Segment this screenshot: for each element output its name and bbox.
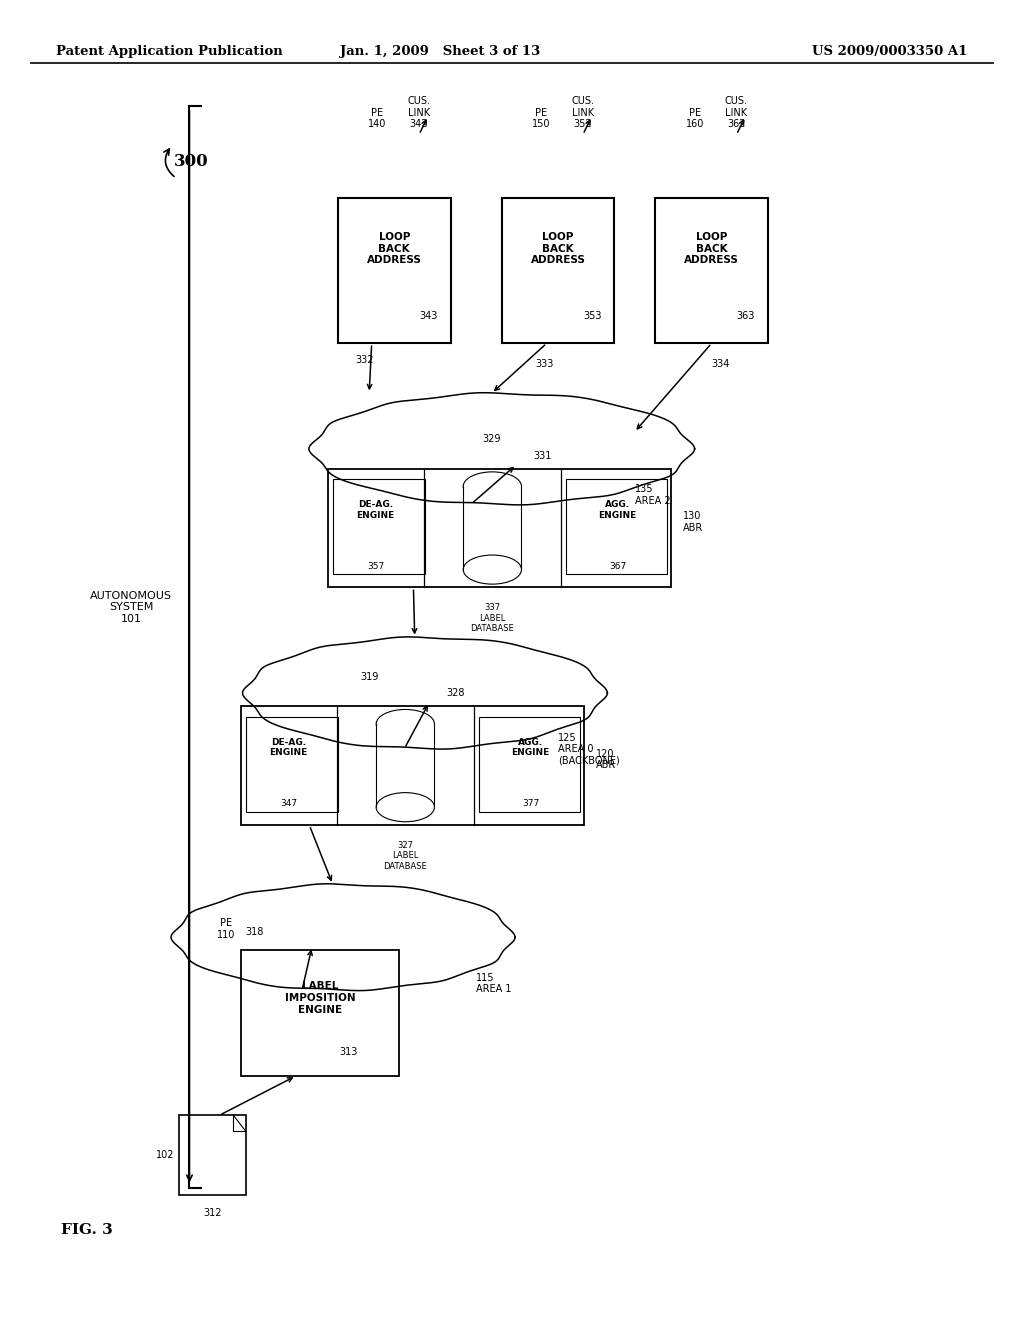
Text: 334: 334	[712, 359, 730, 370]
Text: Jan. 1, 2009   Sheet 3 of 13: Jan. 1, 2009 Sheet 3 of 13	[340, 45, 541, 58]
Bar	[328, 469, 671, 587]
Bar	[333, 479, 425, 574]
Text: 312: 312	[203, 1208, 222, 1218]
Bar	[655, 198, 768, 343]
Text: DE-AG.
ENGINE: DE-AG. ENGINE	[269, 738, 308, 758]
Text: FIG. 3: FIG. 3	[61, 1222, 114, 1237]
Text: 327
LABEL
DATABASE: 327 LABEL DATABASE	[383, 841, 427, 871]
Text: 120
ABR: 120 ABR	[596, 748, 616, 771]
Text: Patent Application Publication: Patent Application Publication	[56, 45, 283, 58]
Text: 313: 313	[339, 1047, 357, 1057]
Text: CUS.
LINK
362: CUS. LINK 362	[725, 96, 748, 129]
Text: AGG.
ENGINE: AGG. ENGINE	[598, 500, 637, 520]
Text: PE
140: PE 140	[369, 108, 386, 129]
Text: AGG.
ENGINE: AGG. ENGINE	[511, 738, 550, 758]
Bar	[463, 486, 521, 569]
Text: 332: 332	[355, 355, 374, 366]
Text: 377: 377	[522, 799, 539, 808]
Text: 319: 319	[360, 672, 379, 682]
Text: 115
AREA 1: 115 AREA 1	[476, 973, 512, 994]
Bar	[376, 725, 434, 808]
Ellipse shape	[463, 554, 521, 585]
Bar	[241, 706, 584, 825]
Text: 328: 328	[446, 688, 465, 698]
Text: CUS.
LINK
342: CUS. LINK 342	[408, 96, 430, 129]
Text: 329: 329	[482, 434, 501, 445]
Bar	[479, 717, 581, 812]
Text: 367: 367	[609, 561, 626, 570]
Text: 363: 363	[736, 312, 755, 322]
Text: AUTONOMOUS
SYSTEM
101: AUTONOMOUS SYSTEM 101	[90, 590, 172, 624]
Text: 125
AREA 0
(BACKBONE): 125 AREA 0 (BACKBONE)	[558, 733, 620, 766]
Bar	[241, 950, 399, 1076]
Ellipse shape	[376, 709, 434, 739]
Ellipse shape	[376, 792, 434, 822]
Text: 102: 102	[156, 1150, 174, 1160]
Text: LABEL
IMPOSITION
ENGINE: LABEL IMPOSITION ENGINE	[285, 982, 355, 1015]
Text: 357: 357	[367, 561, 384, 570]
Text: 300: 300	[174, 153, 209, 169]
Bar	[338, 198, 451, 343]
Text: LOOP
BACK
ADDRESS: LOOP BACK ADDRESS	[530, 232, 586, 265]
Text: 347: 347	[281, 799, 297, 808]
Text: PE
150: PE 150	[531, 108, 551, 129]
Bar	[179, 1115, 246, 1195]
Text: 353: 353	[583, 312, 601, 322]
Ellipse shape	[463, 471, 521, 502]
Bar	[566, 479, 668, 574]
Text: DE-AG.
ENGINE: DE-AG. ENGINE	[356, 500, 395, 520]
Text: 135
AREA 2: 135 AREA 2	[635, 484, 671, 506]
Text: 318: 318	[246, 927, 264, 937]
Text: LOOP
BACK
ADDRESS: LOOP BACK ADDRESS	[684, 232, 739, 265]
Text: LOOP
BACK
ADDRESS: LOOP BACK ADDRESS	[367, 232, 422, 265]
Text: 337
LABEL
DATABASE: 337 LABEL DATABASE	[470, 603, 514, 634]
Bar	[502, 198, 614, 343]
Text: 331: 331	[534, 450, 552, 461]
Text: US 2009/0003350 A1: US 2009/0003350 A1	[812, 45, 968, 58]
Text: CUS.
LINK
352: CUS. LINK 352	[571, 96, 594, 129]
Text: PE
110: PE 110	[217, 919, 236, 940]
Bar	[246, 717, 338, 812]
Text: 343: 343	[419, 312, 437, 322]
Text: 130
ABR: 130 ABR	[683, 511, 703, 533]
Text: 333: 333	[536, 359, 554, 370]
Text: PE
160: PE 160	[686, 108, 703, 129]
